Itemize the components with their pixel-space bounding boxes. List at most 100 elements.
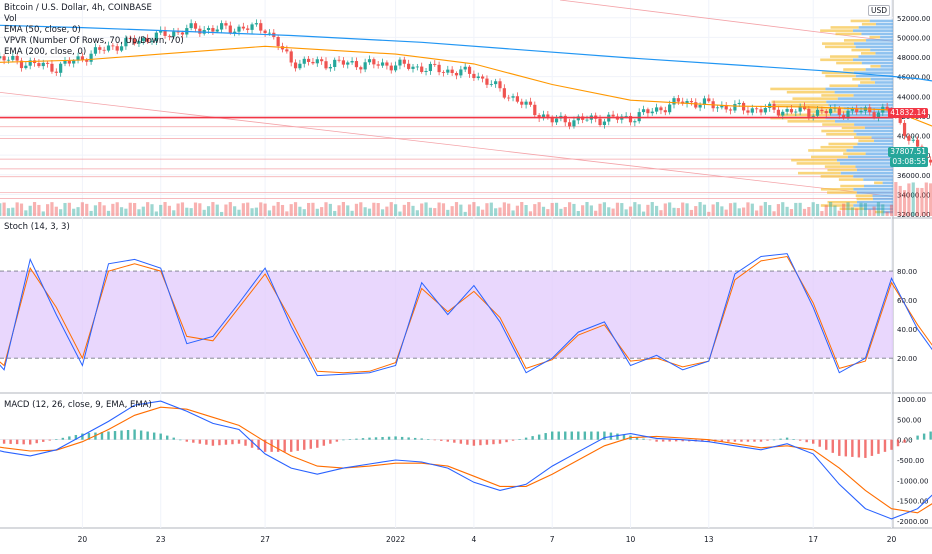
vpvr-row-up — [852, 29, 893, 32]
volume-bar — [511, 210, 515, 216]
macd-hist-bar — [185, 439, 188, 442]
candle-body — [463, 66, 467, 70]
candle-body — [389, 65, 393, 71]
x-tick-label: 20 — [887, 535, 897, 544]
stoch-k-line — [0, 253, 932, 377]
vpvr-row-up — [855, 45, 893, 49]
volume-bar — [311, 202, 315, 216]
volume-bar — [924, 182, 928, 216]
volume-bar — [537, 202, 541, 216]
vpvr-row-up — [855, 165, 893, 168]
candle-body — [415, 66, 419, 68]
symbol-title[interactable]: Bitcoin / U.S. Dollar, 4h, COINBASE — [4, 3, 152, 13]
vpvr-legend[interactable]: VPVR (Number Of Rows, 70, Up/Down, 70) — [4, 36, 184, 46]
candle-body — [707, 98, 711, 102]
volume-bar — [755, 210, 759, 216]
vpvr-row-up — [861, 32, 893, 36]
candle-body — [150, 41, 154, 42]
candle-body — [359, 67, 363, 70]
volume-bar — [463, 211, 467, 216]
vpvr-row-down — [797, 171, 841, 175]
candle-body — [537, 115, 541, 119]
volume-bar — [272, 205, 276, 216]
macd-hist-bar — [772, 439, 776, 441]
vpvr-row-down — [836, 61, 862, 65]
x-tick-label: 2022 — [386, 535, 405, 544]
macd-hist-bar — [159, 433, 162, 440]
volume-bar — [241, 203, 245, 216]
vpvr-row-down — [778, 113, 831, 117]
ema200-legend[interactable]: EMA (200, close, 0) — [4, 47, 87, 57]
volume-bar — [811, 202, 815, 216]
vpvr-row-down — [824, 45, 856, 49]
volume-legend[interactable]: Vol — [4, 14, 17, 24]
volume-bar — [807, 207, 811, 216]
candle-body — [702, 98, 707, 105]
volume-bar — [302, 209, 306, 216]
volume-bar — [28, 205, 32, 216]
volume-bar — [46, 204, 50, 216]
candle-body — [476, 76, 480, 79]
vpvr-row-up — [853, 188, 893, 191]
volume-bar — [54, 206, 58, 216]
candle-body — [124, 38, 128, 47]
volume-bar — [246, 202, 250, 216]
candle-body — [293, 62, 298, 69]
macd-hist-bar — [922, 433, 926, 440]
candle-body — [254, 23, 258, 25]
volume-bar — [19, 203, 24, 216]
vpvr-row-up — [853, 175, 893, 178]
candle-body — [80, 56, 84, 60]
candle-body — [528, 101, 533, 105]
macd-hist-bar — [87, 433, 91, 440]
currency-badge[interactable]: USD — [867, 5, 890, 16]
volume-bar — [685, 203, 689, 216]
volume-bar — [280, 204, 285, 216]
macd-hist-bar — [492, 439, 495, 445]
vpvr-row-up — [853, 94, 893, 97]
volume-bar — [911, 182, 915, 216]
volume-bar — [820, 211, 824, 216]
volume-bar — [563, 207, 567, 216]
candle-body — [11, 56, 15, 60]
macd-hist-bar — [805, 439, 808, 443]
volume-bar — [598, 203, 602, 216]
macd-hist-bar — [9, 439, 12, 444]
vpvr-row-up — [856, 132, 893, 136]
vpvr-row-up — [840, 171, 893, 175]
stoch-title[interactable]: Stoch (14, 3, 3) — [4, 222, 70, 232]
macd-hist-bar — [720, 439, 724, 442]
volume-bar — [672, 207, 676, 216]
candles — [0, 19, 932, 166]
candle-body — [341, 60, 345, 65]
macd-hist-bar — [551, 431, 554, 440]
candle-body — [698, 104, 702, 108]
macd-hist-bar — [825, 439, 828, 450]
candle-body — [141, 38, 145, 41]
macd-title[interactable]: MACD (12, 26, close, 9, EMA, EMA) — [4, 400, 152, 410]
vpvr-row-down — [829, 84, 859, 88]
macd-hist-bar — [903, 439, 906, 443]
candle-body — [789, 108, 794, 113]
macd-hist-bar — [355, 438, 358, 440]
candle-body — [428, 63, 432, 72]
vpvr-row-down — [850, 19, 870, 23]
volume-bar — [37, 204, 41, 216]
candle-body — [811, 115, 815, 117]
macd-hist-bar — [518, 439, 521, 440]
candle-body — [407, 63, 411, 69]
candle-body — [385, 62, 389, 66]
candle-body — [115, 46, 119, 51]
candle-body — [46, 62, 50, 64]
candle-body — [2, 56, 6, 61]
candle-body — [554, 118, 559, 123]
volume-bar — [907, 183, 911, 216]
vpvr-row-up — [839, 162, 893, 165]
candle-body — [794, 111, 798, 113]
ema50-legend[interactable]: EMA (50, close, 0) — [4, 25, 81, 35]
macd-hist-bar — [348, 439, 352, 440]
candle-body — [237, 26, 241, 32]
volume-bar — [737, 208, 741, 216]
vpvr-row-down — [856, 197, 873, 201]
